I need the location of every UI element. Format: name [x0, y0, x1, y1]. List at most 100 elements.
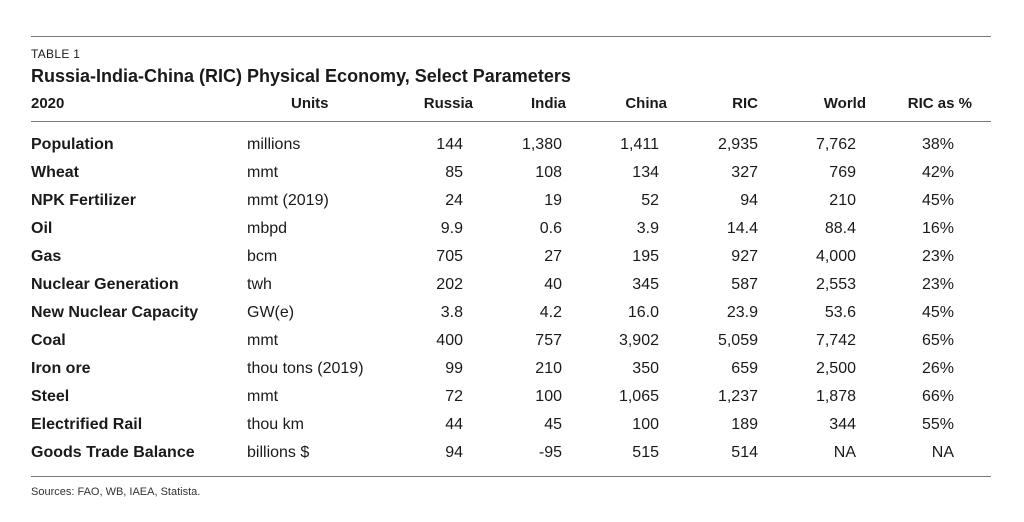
cell-world: 4,000: [815, 248, 856, 265]
cell-ric: 14.4: [726, 220, 758, 237]
cell-china: 195: [632, 248, 659, 265]
cell-russia: 99: [445, 360, 463, 377]
cell-ricpct: 45%: [921, 304, 954, 321]
cell-india: 0.6: [539, 220, 562, 237]
row-unit: twh: [247, 276, 272, 293]
cell-russia: 85: [445, 164, 463, 181]
header-units: Units: [291, 95, 329, 112]
cell-ric: 94: [740, 192, 758, 209]
row-parameter: Wheat: [31, 164, 79, 181]
cell-ricpct: 65%: [921, 332, 954, 349]
header-ric-percent: RIC as %: [907, 95, 972, 112]
cell-india: 1,380: [521, 136, 562, 153]
cell-china: 3.9: [636, 220, 659, 237]
row-unit: millions: [247, 136, 301, 153]
cell-ric: 5,059: [717, 332, 758, 349]
cell-ricpct: 23%: [921, 276, 954, 293]
cell-india: 757: [535, 332, 562, 349]
cell-russia: 44: [445, 416, 463, 433]
cell-india: 40: [544, 276, 562, 293]
row-unit: mmt: [247, 388, 279, 405]
cell-india: 19: [544, 192, 562, 209]
cell-china: 350: [632, 360, 659, 377]
header-china: China: [625, 95, 667, 112]
row-parameter: Iron ore: [31, 360, 91, 377]
cell-world: 7,742: [815, 332, 856, 349]
table-row: Population millions 144 1,380 1,411 2,935 7,76…: [0, 136, 1024, 164]
cell-russia: 72: [445, 388, 463, 405]
row-parameter: Gas: [31, 248, 62, 265]
row-parameter: Goods Trade Balance: [31, 444, 195, 461]
cell-russia: 24: [445, 192, 463, 209]
cell-china: 16.0: [627, 304, 659, 321]
cell-ricpct: 55%: [921, 416, 954, 433]
row-unit: billions $: [247, 444, 310, 461]
cell-india: 45: [544, 416, 562, 433]
cell-world: 2,553: [815, 276, 856, 293]
cell-ricpct: 42%: [921, 164, 954, 181]
cell-ric: 927: [731, 248, 758, 265]
cell-india: 27: [544, 248, 562, 265]
header-year: 2020: [31, 95, 65, 112]
table-row: Iron ore thou tons (2019) 99 210 350 659 2,500…: [0, 360, 1024, 388]
cell-ricpct: 66%: [921, 388, 954, 405]
table-row: Gas bcm 705 27 195 927 4,000 23%: [0, 248, 1024, 276]
cell-ric: 23.9: [726, 304, 758, 321]
cell-ric: 587: [731, 276, 758, 293]
table-title: Russia-India-China (RIC) Physical Econom…: [31, 66, 571, 86]
row-parameter: Coal: [31, 332, 66, 349]
table-row: NPK Fertilizer mmt (2019) 24 19 52 94 210 45%: [0, 192, 1024, 220]
sources-note: Sources: FAO, WB, IAEA, Statista.: [31, 486, 201, 498]
cell-china: 345: [632, 276, 659, 293]
cell-ricpct: NA: [931, 444, 954, 461]
cell-india: 108: [535, 164, 562, 181]
table-row: Nuclear Generation twh 202 40 345 587 2,553 23%: [0, 276, 1024, 304]
cell-ricpct: 38%: [921, 136, 954, 153]
table-row: Coal mmt 400 757 3,902 5,059 7,742 65%: [0, 332, 1024, 360]
row-unit: thou tons (2019): [247, 360, 364, 377]
cell-china: 1,411: [620, 136, 659, 153]
cell-china: 134: [632, 164, 659, 181]
cell-world: 7,762: [815, 136, 856, 153]
table-row: Electrified Rail thou km 44 45 100 189 344 55%: [0, 416, 1024, 444]
top-rule: [31, 36, 991, 37]
cell-world: 1,878: [815, 388, 856, 405]
cell-world: 210: [829, 192, 856, 209]
header-russia: Russia: [423, 95, 473, 112]
row-parameter: Electrified Rail: [31, 416, 143, 433]
row-unit: mbpd: [247, 220, 288, 237]
cell-world: 2,500: [815, 360, 856, 377]
cell-russia: 202: [436, 276, 463, 293]
cell-ricpct: 16%: [921, 220, 954, 237]
cell-world: 53.6: [824, 304, 856, 321]
cell-india: 4.2: [539, 304, 562, 321]
cell-ric: 189: [731, 416, 758, 433]
cell-india: 100: [535, 388, 562, 405]
cell-russia: 400: [436, 332, 463, 349]
cell-world: 88.4: [824, 220, 856, 237]
cell-china: 52: [641, 192, 659, 209]
table-row: Steel mmt 72 100 1,065 1,237 1,878 66%: [0, 388, 1024, 416]
header-ric: RIC: [732, 95, 758, 112]
cell-world: 344: [829, 416, 856, 433]
cell-ricpct: 23%: [921, 248, 954, 265]
row-unit: mmt: [247, 332, 279, 349]
cell-ricpct: 26%: [921, 360, 954, 377]
cell-india: -95: [538, 444, 562, 461]
row-parameter: Oil: [31, 220, 53, 237]
cell-russia: 144: [436, 136, 463, 153]
cell-russia: 94: [445, 444, 463, 461]
cell-ric: 1,237: [717, 388, 758, 405]
cell-ric: 2,935: [717, 136, 758, 153]
row-unit: mmt (2019): [247, 192, 329, 209]
cell-ricpct: 45%: [921, 192, 954, 209]
cell-ric: 659: [731, 360, 758, 377]
row-parameter: Population: [31, 136, 114, 153]
table-row: Wheat mmt 85 108 134 327 769 42%: [0, 164, 1024, 192]
cell-russia: 3.8: [440, 304, 463, 321]
row-unit: thou km: [247, 416, 304, 433]
table-row: Goods Trade Balance billions $ 94 -95 515 514…: [0, 444, 1024, 472]
table-label: TABLE 1: [31, 47, 81, 61]
row-unit: bcm: [247, 248, 278, 265]
cell-russia: 9.9: [440, 220, 463, 237]
